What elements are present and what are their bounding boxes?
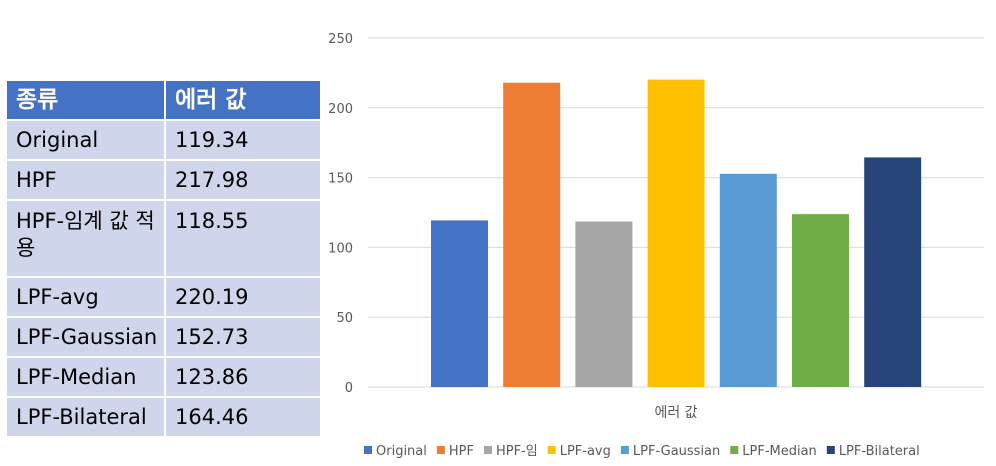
bar-original <box>431 220 488 387</box>
cell-type: HPF-임계 값 적용 <box>5 199 166 278</box>
legend-swatch <box>483 446 492 454</box>
table-row: Original 119.34 <box>5 119 322 161</box>
legend-swatch <box>730 446 739 454</box>
bar-lpf-bilateral <box>864 157 922 387</box>
legend-label: LPF-Bilateral <box>839 444 920 459</box>
cell-value: 152.73 <box>164 316 322 358</box>
error-value-table: 종류 에러 값 Original 119.34 HPF 217.98 HPF-임… <box>5 79 322 438</box>
bars <box>431 79 922 388</box>
cell-value: 119.34 <box>164 119 322 161</box>
legend-swatch <box>436 446 445 454</box>
table-row: LPF-Bilateral 164.46 <box>5 396 322 438</box>
cell-type: Original <box>5 119 166 161</box>
y-tick-label: 0 <box>345 381 353 396</box>
y-tick-label: 100 <box>328 241 353 256</box>
table-row: LPF-Gaussian 152.73 <box>5 316 322 358</box>
y-tick-label: 150 <box>328 172 353 187</box>
header-type: 종류 <box>5 79 166 121</box>
cell-value: 217.98 <box>164 159 322 201</box>
bar-lpf-avg <box>647 79 705 388</box>
legend-swatch <box>547 446 556 454</box>
cell-value: 164.46 <box>164 396 322 438</box>
table-header-row: 종류 에러 값 <box>5 79 322 121</box>
table-row: LPF-Median 123.86 <box>5 356 322 398</box>
cell-type: LPF-Bilateral <box>5 396 166 438</box>
bar-lpf-median <box>792 214 849 387</box>
table-row: HPF-임계 값 적용 118.55 <box>5 199 322 278</box>
y-tick-label: 200 <box>328 102 353 117</box>
bar-hpf <box>575 221 633 387</box>
cell-value: 220.19 <box>164 276 322 318</box>
legend-label: LPF-Gaussian <box>633 444 720 459</box>
legend-label: Original <box>376 444 427 459</box>
y-tick-label: 250 <box>328 32 353 47</box>
legend-label: HPF-임 <box>496 444 538 459</box>
cell-value: 118.55 <box>164 199 322 278</box>
x-axis-title: 에러 값 <box>654 405 697 421</box>
legend-swatch <box>364 446 372 454</box>
header-error-value: 에러 값 <box>164 79 322 121</box>
table-row: HPF 217.98 <box>5 159 322 201</box>
y-tick-label: 50 <box>336 311 353 326</box>
legend-label: LPF-Median <box>742 444 817 459</box>
bar-lpf-gaussian <box>719 173 777 387</box>
legend-label: HPF <box>449 444 474 459</box>
cell-type: LPF-Gaussian <box>5 316 166 358</box>
legend: Original HPF HPF-임 LPF-avg LPF-Gaussian LPF-M… <box>364 444 920 459</box>
cell-value: 123.86 <box>164 356 322 398</box>
legend-swatch <box>620 446 629 454</box>
cell-type: HPF <box>5 159 166 201</box>
legend-label: LPF-avg <box>560 444 611 459</box>
bar-hpf <box>503 82 561 387</box>
cell-type: LPF-Median <box>5 356 166 398</box>
legend-swatch <box>826 446 835 454</box>
table-row: LPF-avg 220.19 <box>5 276 322 318</box>
cell-type: LPF-avg <box>5 276 166 318</box>
